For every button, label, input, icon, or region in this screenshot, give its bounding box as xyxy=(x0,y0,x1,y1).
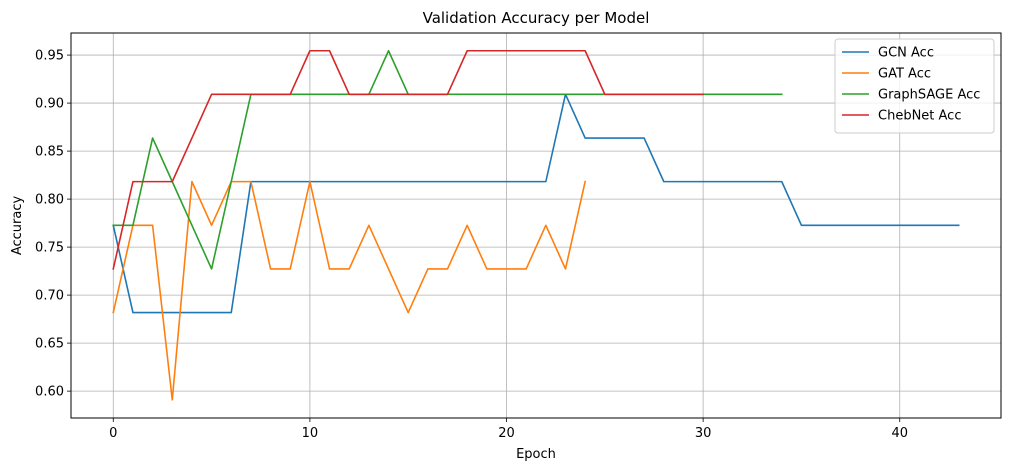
y-tick-label: 0.85 xyxy=(35,145,64,160)
legend-box xyxy=(834,38,995,134)
legend-label: GraphSAGE Acc xyxy=(878,88,980,103)
legend-label: ChebNet Acc xyxy=(878,109,961,124)
x-tick-label: 0 xyxy=(109,426,117,441)
x-tick-label: 30 xyxy=(695,426,712,441)
x-tick-label: 40 xyxy=(891,426,908,441)
legend: GCN Acc GAT Acc GraphSAGE Acc ChebNet Acc xyxy=(834,38,995,134)
x-axis-ticks: 0 10 20 30 40 xyxy=(109,418,908,441)
plot-frame xyxy=(70,32,1002,419)
series-line-chebnet-acc xyxy=(112,49,704,270)
legend-label: GAT Acc xyxy=(878,67,931,82)
x-axis-label: Epoch xyxy=(516,447,556,462)
y-tick-label: 0.90 xyxy=(35,97,64,112)
y-tick-label: 0.70 xyxy=(35,289,64,304)
y-tick-label: 0.75 xyxy=(35,241,64,256)
y-tick-label: 0.60 xyxy=(35,385,64,400)
series-line-gat-acc xyxy=(112,180,587,401)
y-tick-label: 0.65 xyxy=(35,337,64,352)
y-axis-label: Accuracy xyxy=(10,196,25,256)
series-lines xyxy=(112,49,960,401)
series-line-gcn-acc xyxy=(112,93,960,314)
legend-label: GCN Acc xyxy=(878,46,934,61)
x-tick-label: 10 xyxy=(302,426,319,441)
grid xyxy=(71,33,1001,418)
y-tick-label: 0.95 xyxy=(35,49,64,64)
x-tick-label: 20 xyxy=(498,426,515,441)
y-axis-ticks: 0.60 0.65 0.70 0.75 0.80 0.85 0.90 0.95 xyxy=(35,49,71,400)
y-tick-label: 0.80 xyxy=(35,193,64,208)
chart-title: Validation Accuracy per Model xyxy=(423,9,650,27)
